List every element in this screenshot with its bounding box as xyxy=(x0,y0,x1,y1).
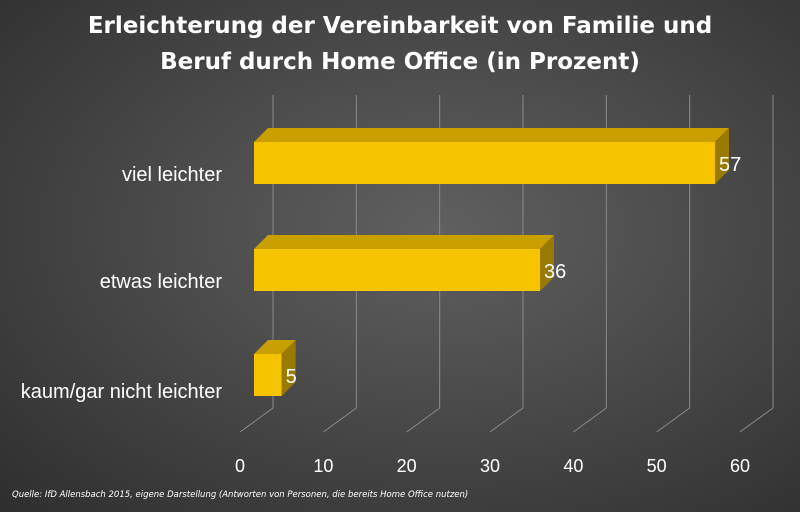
x-tick-label: 0 xyxy=(235,456,245,476)
category-label: viel leichter xyxy=(122,164,222,186)
x-tick-label: 50 xyxy=(647,456,667,476)
bar xyxy=(254,249,540,291)
gridline-floor xyxy=(573,407,607,433)
x-tick-label: 30 xyxy=(480,456,500,476)
x-tick-label: 60 xyxy=(730,456,750,476)
bar-side xyxy=(281,340,296,396)
data-label: 5 xyxy=(286,366,297,388)
bar xyxy=(254,354,282,396)
chart-title-line-1: Erleichterung der Vereinbarkeit von Fami… xyxy=(87,13,713,39)
gridline-floor xyxy=(239,407,274,433)
data-label: 57 xyxy=(719,154,741,176)
labels: 0 10 20 30 40 50 60 57 viel leichter 36 etwas leic… xyxy=(21,154,750,476)
bars xyxy=(254,128,729,396)
source-note: Quelle: IfD Allensbach 2015, eigene Dars… xyxy=(12,490,469,500)
x-tick-label: 40 xyxy=(563,456,583,476)
x-tick-label: 20 xyxy=(397,456,417,476)
category-label: etwas leichter xyxy=(100,271,223,293)
gridline-floor xyxy=(489,407,524,433)
gridline-floor xyxy=(656,407,690,433)
bar-top xyxy=(254,340,296,354)
bar-side xyxy=(715,128,729,184)
bar xyxy=(254,142,715,184)
data-label: 36 xyxy=(544,261,566,283)
x-tick-label: 10 xyxy=(313,456,333,476)
category-label: kaum/gar nicht leichter xyxy=(21,381,223,403)
chart-title-line-2: Beruf durch Home Office (in Prozent) xyxy=(160,49,640,75)
gridline-floor xyxy=(406,407,440,433)
bar-top xyxy=(254,235,554,249)
gridline-floor xyxy=(739,407,774,433)
bar-top xyxy=(254,128,729,142)
gridline-floor xyxy=(323,407,357,433)
chart-title: Erleichterung der Vereinbarkeit von Fami… xyxy=(0,8,800,80)
bar-side xyxy=(540,235,554,291)
